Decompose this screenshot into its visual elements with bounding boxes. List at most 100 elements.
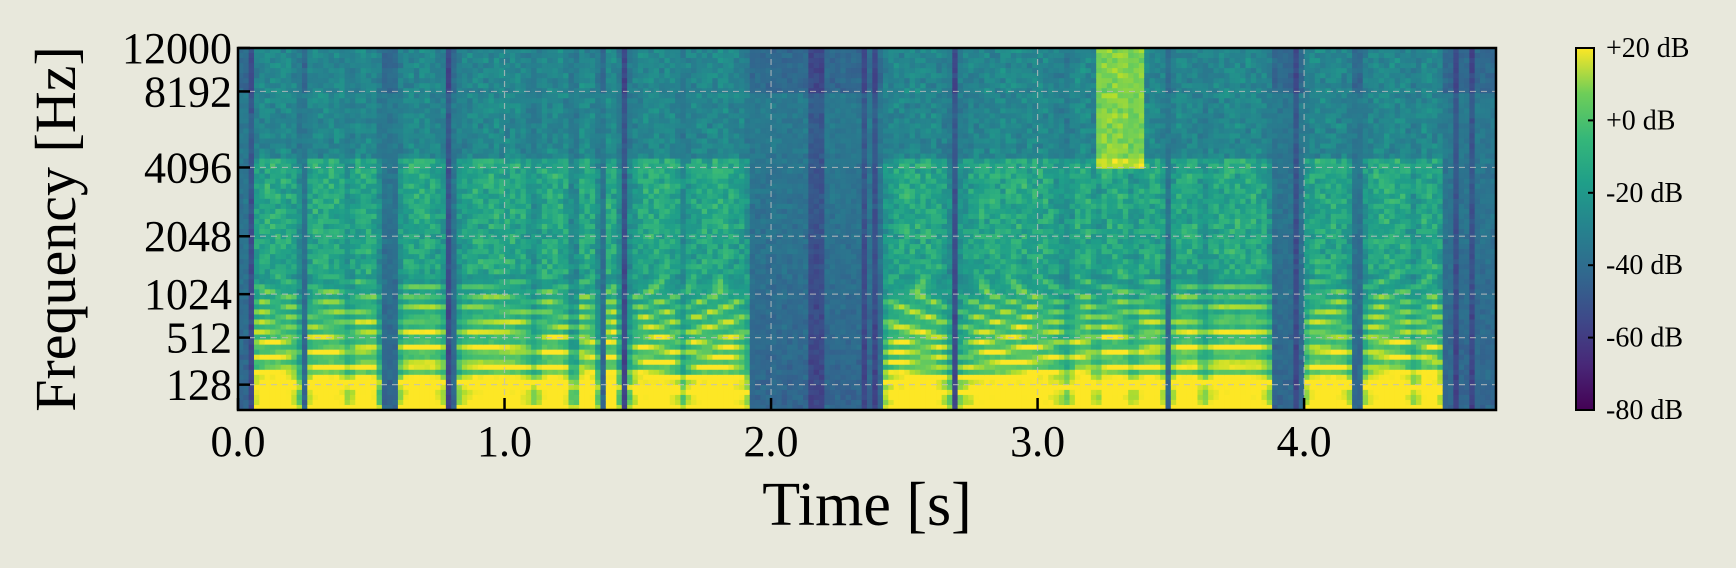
- heatmap-cell: [280, 309, 287, 316]
- heatmap-cell: [397, 223, 404, 230]
- heatmap-cell: [552, 173, 559, 180]
- heatmap-cell: [440, 158, 447, 165]
- heatmap-cell: [531, 203, 538, 210]
- heatmap-cell: [477, 349, 484, 356]
- heatmap-cell: [248, 178, 255, 185]
- heatmap-cell: [547, 359, 554, 366]
- heatmap-cell: [253, 359, 260, 366]
- heatmap-cell: [381, 103, 388, 109]
- heatmap-cell: [573, 279, 580, 285]
- heatmap-cell: [238, 339, 244, 346]
- heatmap-cell: [307, 128, 314, 135]
- heatmap-cell: [440, 254, 447, 260]
- heatmap-cell: [397, 118, 404, 125]
- heatmap-cell: [312, 188, 319, 195]
- heatmap-cell: [317, 264, 324, 270]
- heatmap-cell: [408, 269, 415, 275]
- heatmap-cell: [424, 138, 431, 145]
- heatmap-cell: [307, 148, 314, 155]
- heatmap-cell: [333, 274, 340, 280]
- heatmap-cell: [557, 369, 564, 376]
- heatmap-cell: [328, 98, 335, 104]
- heatmap-cell: [339, 173, 346, 180]
- heatmap-cell: [376, 354, 383, 361]
- heatmap-cell: [499, 208, 506, 215]
- heatmap-cell: [419, 58, 426, 64]
- heatmap-cell: [339, 118, 346, 125]
- heatmap-cell: [360, 379, 367, 386]
- heatmap-cell: [488, 163, 495, 170]
- heatmap-cell: [339, 359, 346, 366]
- heatmap-cell: [301, 234, 308, 240]
- heatmap-cell: [243, 379, 250, 386]
- heatmap-cell: [589, 229, 596, 235]
- heatmap-cell: [531, 329, 538, 336]
- heatmap-cell: [291, 128, 298, 135]
- heatmap-cell: [376, 188, 383, 195]
- heatmap-cell: [280, 364, 287, 371]
- heatmap-cell: [525, 158, 532, 165]
- heatmap-cell: [445, 234, 452, 240]
- heatmap-cell: [419, 188, 426, 195]
- heatmap-cell: [269, 364, 276, 371]
- heatmap-cell: [445, 259, 452, 265]
- heatmap-cell: [275, 244, 282, 250]
- heatmap-cell: [376, 404, 383, 411]
- heatmap-cell: [488, 369, 495, 376]
- heatmap-cell: [504, 284, 511, 290]
- heatmap-cell: [568, 188, 575, 195]
- heatmap-cell: [557, 309, 564, 316]
- heatmap-cell: [296, 183, 303, 190]
- heatmap-cell: [259, 404, 266, 411]
- heatmap-cell: [360, 324, 367, 331]
- heatmap-cell: [376, 148, 383, 155]
- heatmap-cell: [387, 213, 394, 220]
- heatmap-cell: [296, 234, 303, 240]
- heatmap-cell: [291, 269, 298, 275]
- heatmap-cell: [605, 123, 612, 130]
- heatmap-cell: [429, 153, 436, 160]
- heatmap-cell: [595, 53, 602, 59]
- heatmap-cell: [307, 249, 314, 255]
- heatmap-cell: [349, 274, 356, 280]
- heatmap-cell: [584, 98, 591, 104]
- heatmap-cell: [280, 148, 287, 155]
- heatmap-cell: [333, 244, 340, 250]
- heatmap-cell: [557, 314, 564, 321]
- heatmap-cell: [488, 73, 495, 79]
- heatmap-cell: [371, 319, 378, 326]
- heatmap-cell: [339, 304, 346, 311]
- heatmap-cell: [547, 374, 554, 381]
- heatmap-cell: [387, 269, 394, 275]
- heatmap-cell: [531, 299, 538, 306]
- heatmap-cell: [520, 78, 527, 84]
- heatmap-cell: [403, 364, 410, 371]
- heatmap-cell: [317, 103, 324, 109]
- heatmap-cell: [525, 118, 532, 125]
- heatmap-cell: [269, 83, 276, 89]
- heatmap-cell: [525, 239, 532, 245]
- heatmap-cell: [493, 229, 500, 235]
- heatmap-cell: [413, 404, 420, 411]
- heatmap-cell: [499, 138, 506, 145]
- heatmap-cell: [381, 148, 388, 155]
- heatmap-cell: [536, 239, 543, 245]
- heatmap-cell: [248, 128, 255, 135]
- heatmap-cell: [451, 374, 458, 381]
- heatmap-cell: [307, 213, 314, 220]
- heatmap-cell: [392, 63, 399, 69]
- heatmap-cell: [589, 218, 596, 225]
- heatmap-cell: [269, 123, 276, 130]
- heatmap-cell: [541, 329, 548, 336]
- heatmap-cell: [392, 93, 399, 99]
- heatmap-cell: [536, 339, 543, 346]
- heatmap-cell: [238, 193, 244, 200]
- heatmap-cell: [504, 404, 511, 411]
- heatmap-cell: [259, 254, 266, 260]
- heatmap-cell: [440, 213, 447, 220]
- heatmap-cell: [552, 113, 559, 119]
- heatmap-cell: [344, 299, 351, 306]
- heatmap-cell: [333, 339, 340, 346]
- heatmap-cell: [477, 223, 484, 230]
- heatmap-cell: [589, 58, 596, 64]
